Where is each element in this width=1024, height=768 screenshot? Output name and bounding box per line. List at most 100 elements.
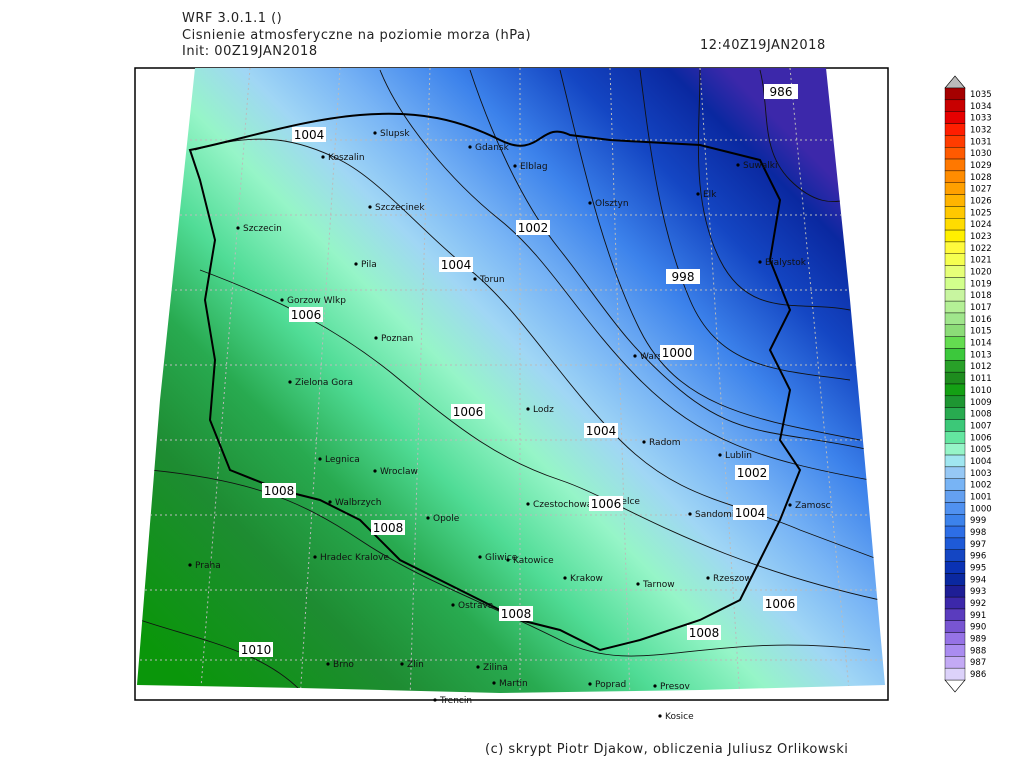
isobar-label-bg — [584, 423, 618, 438]
colorbar-cell — [944, 206, 966, 219]
colorbar-cell — [944, 608, 966, 622]
city-label: Hradec Kralove — [320, 553, 389, 563]
city-label: Ostrava — [458, 601, 493, 611]
city-marker — [642, 440, 646, 444]
isobar-label: 1006 — [591, 497, 622, 511]
model: WRF 3.0.1.1 () — [182, 11, 282, 26]
city-label: Elk — [703, 190, 717, 200]
colorbar-label: 1009 — [970, 398, 992, 408]
city-label: Zamosc — [795, 501, 831, 511]
city-label: Koszalin — [328, 153, 365, 163]
city-label: Szczecinek — [375, 203, 425, 213]
isobar-label-bg — [763, 596, 797, 611]
colorbar-label: 1030 — [970, 149, 992, 159]
city-label: Sandomierz — [695, 510, 749, 520]
city-label: Gliwice — [485, 553, 518, 563]
colorbar-cell — [944, 158, 966, 172]
city-marker — [354, 262, 358, 266]
colorbar-cell — [944, 454, 966, 468]
colorbar-label: 995 — [970, 564, 986, 574]
city-marker — [451, 603, 455, 607]
colorbar-label: 1010 — [970, 386, 992, 396]
city-label: Szczecin — [243, 224, 282, 234]
colorbar-label: 1035 — [970, 90, 992, 100]
city-label: Martin — [499, 679, 528, 689]
colorbar-label: 1027 — [970, 185, 992, 195]
colorbar-label: 1025 — [970, 208, 992, 218]
city-marker — [468, 145, 472, 149]
colorbar-label: 993 — [970, 587, 986, 597]
isobar-label-bg — [735, 465, 769, 480]
city-label: Kielce — [613, 497, 640, 507]
colorbar-label: 1002 — [970, 481, 992, 491]
isobar-label: 986 — [770, 85, 793, 99]
colorbar-cell — [944, 667, 966, 681]
isobar-labels: 986 1004 1002 1004 998 1006 1000 1006 1004 1002 10… — [239, 84, 798, 657]
isobar-label-bg — [439, 257, 473, 272]
colorbar-cell — [944, 502, 966, 515]
isobar-label-bg — [239, 642, 273, 657]
colorbar-cell — [944, 336, 966, 349]
colorbar-label: 998 — [970, 528, 986, 538]
city-label: Pila — [361, 260, 377, 270]
city-label: Poprad — [595, 680, 626, 690]
init: Init: 00Z19JAN2018 — [182, 44, 318, 59]
colorbar-cell — [944, 170, 966, 183]
colorbar-cell — [944, 419, 966, 432]
colorbar-cell — [944, 123, 966, 136]
city-label: Trencin — [439, 696, 472, 706]
isobar-label: 1002 — [737, 466, 768, 480]
isobar-label: 1006 — [765, 597, 796, 611]
colorbar-label: 994 — [970, 575, 986, 585]
map-field — [137, 68, 885, 693]
colorbar-cell — [944, 585, 966, 598]
isobar-label: 1004 — [294, 128, 325, 142]
city-marker — [736, 163, 740, 167]
colorbar-label: 1014 — [970, 339, 992, 349]
colorbar-label: 1021 — [970, 256, 992, 266]
city-marker — [374, 336, 378, 340]
city-marker — [706, 576, 710, 580]
city-marker — [506, 558, 510, 562]
city-marker — [328, 500, 332, 504]
colorbar-label: 986 — [970, 670, 986, 680]
footer: (c) skrypt Piotr Djakow, obliczenia Juli… — [485, 742, 848, 757]
city-marker — [368, 205, 372, 209]
city-marker — [433, 698, 437, 702]
isobar-label-bg — [451, 404, 485, 419]
colorbar-label: 991 — [970, 611, 986, 621]
city-label: Olsztyn — [595, 199, 629, 209]
colorbar-cell — [944, 383, 966, 397]
colorbar-label: 1015 — [970, 327, 992, 337]
colorbar-label: 1020 — [970, 268, 992, 278]
colorbar-cell — [944, 371, 966, 385]
colorbar-label: 990 — [970, 623, 986, 633]
colorbar-cell — [944, 360, 966, 373]
colorbar-label: 1018 — [970, 291, 992, 301]
isobar-label-bg — [499, 606, 533, 621]
colorbar-label: 1029 — [970, 161, 992, 171]
city-marker — [400, 662, 404, 666]
city-marker — [492, 681, 496, 685]
city-label: Brno — [333, 660, 354, 670]
city-label: Wroclaw — [380, 467, 418, 477]
isobar-label-bg — [666, 269, 700, 284]
city-marker — [718, 453, 722, 457]
city-label: Presov — [660, 682, 691, 692]
colorbar-cell — [944, 490, 966, 503]
city-marker — [321, 155, 325, 159]
colorbar-cell — [944, 146, 966, 160]
isobar-label-bg — [589, 496, 623, 511]
city-marker — [636, 582, 640, 586]
colorbar-cell — [944, 478, 966, 491]
colorbar-cell — [944, 135, 966, 148]
colorbar-bottom-arrow — [944, 679, 966, 693]
colorbar-cell — [944, 561, 966, 574]
city-marker — [588, 201, 592, 205]
colorbar-label: 1016 — [970, 315, 992, 325]
colorbar-label: 1034 — [970, 102, 992, 112]
colorbar-cell — [944, 277, 966, 290]
city-label: Poznan — [381, 334, 413, 344]
isobar-label: 1006 — [291, 308, 322, 322]
city-label: Tarnow — [642, 580, 675, 590]
